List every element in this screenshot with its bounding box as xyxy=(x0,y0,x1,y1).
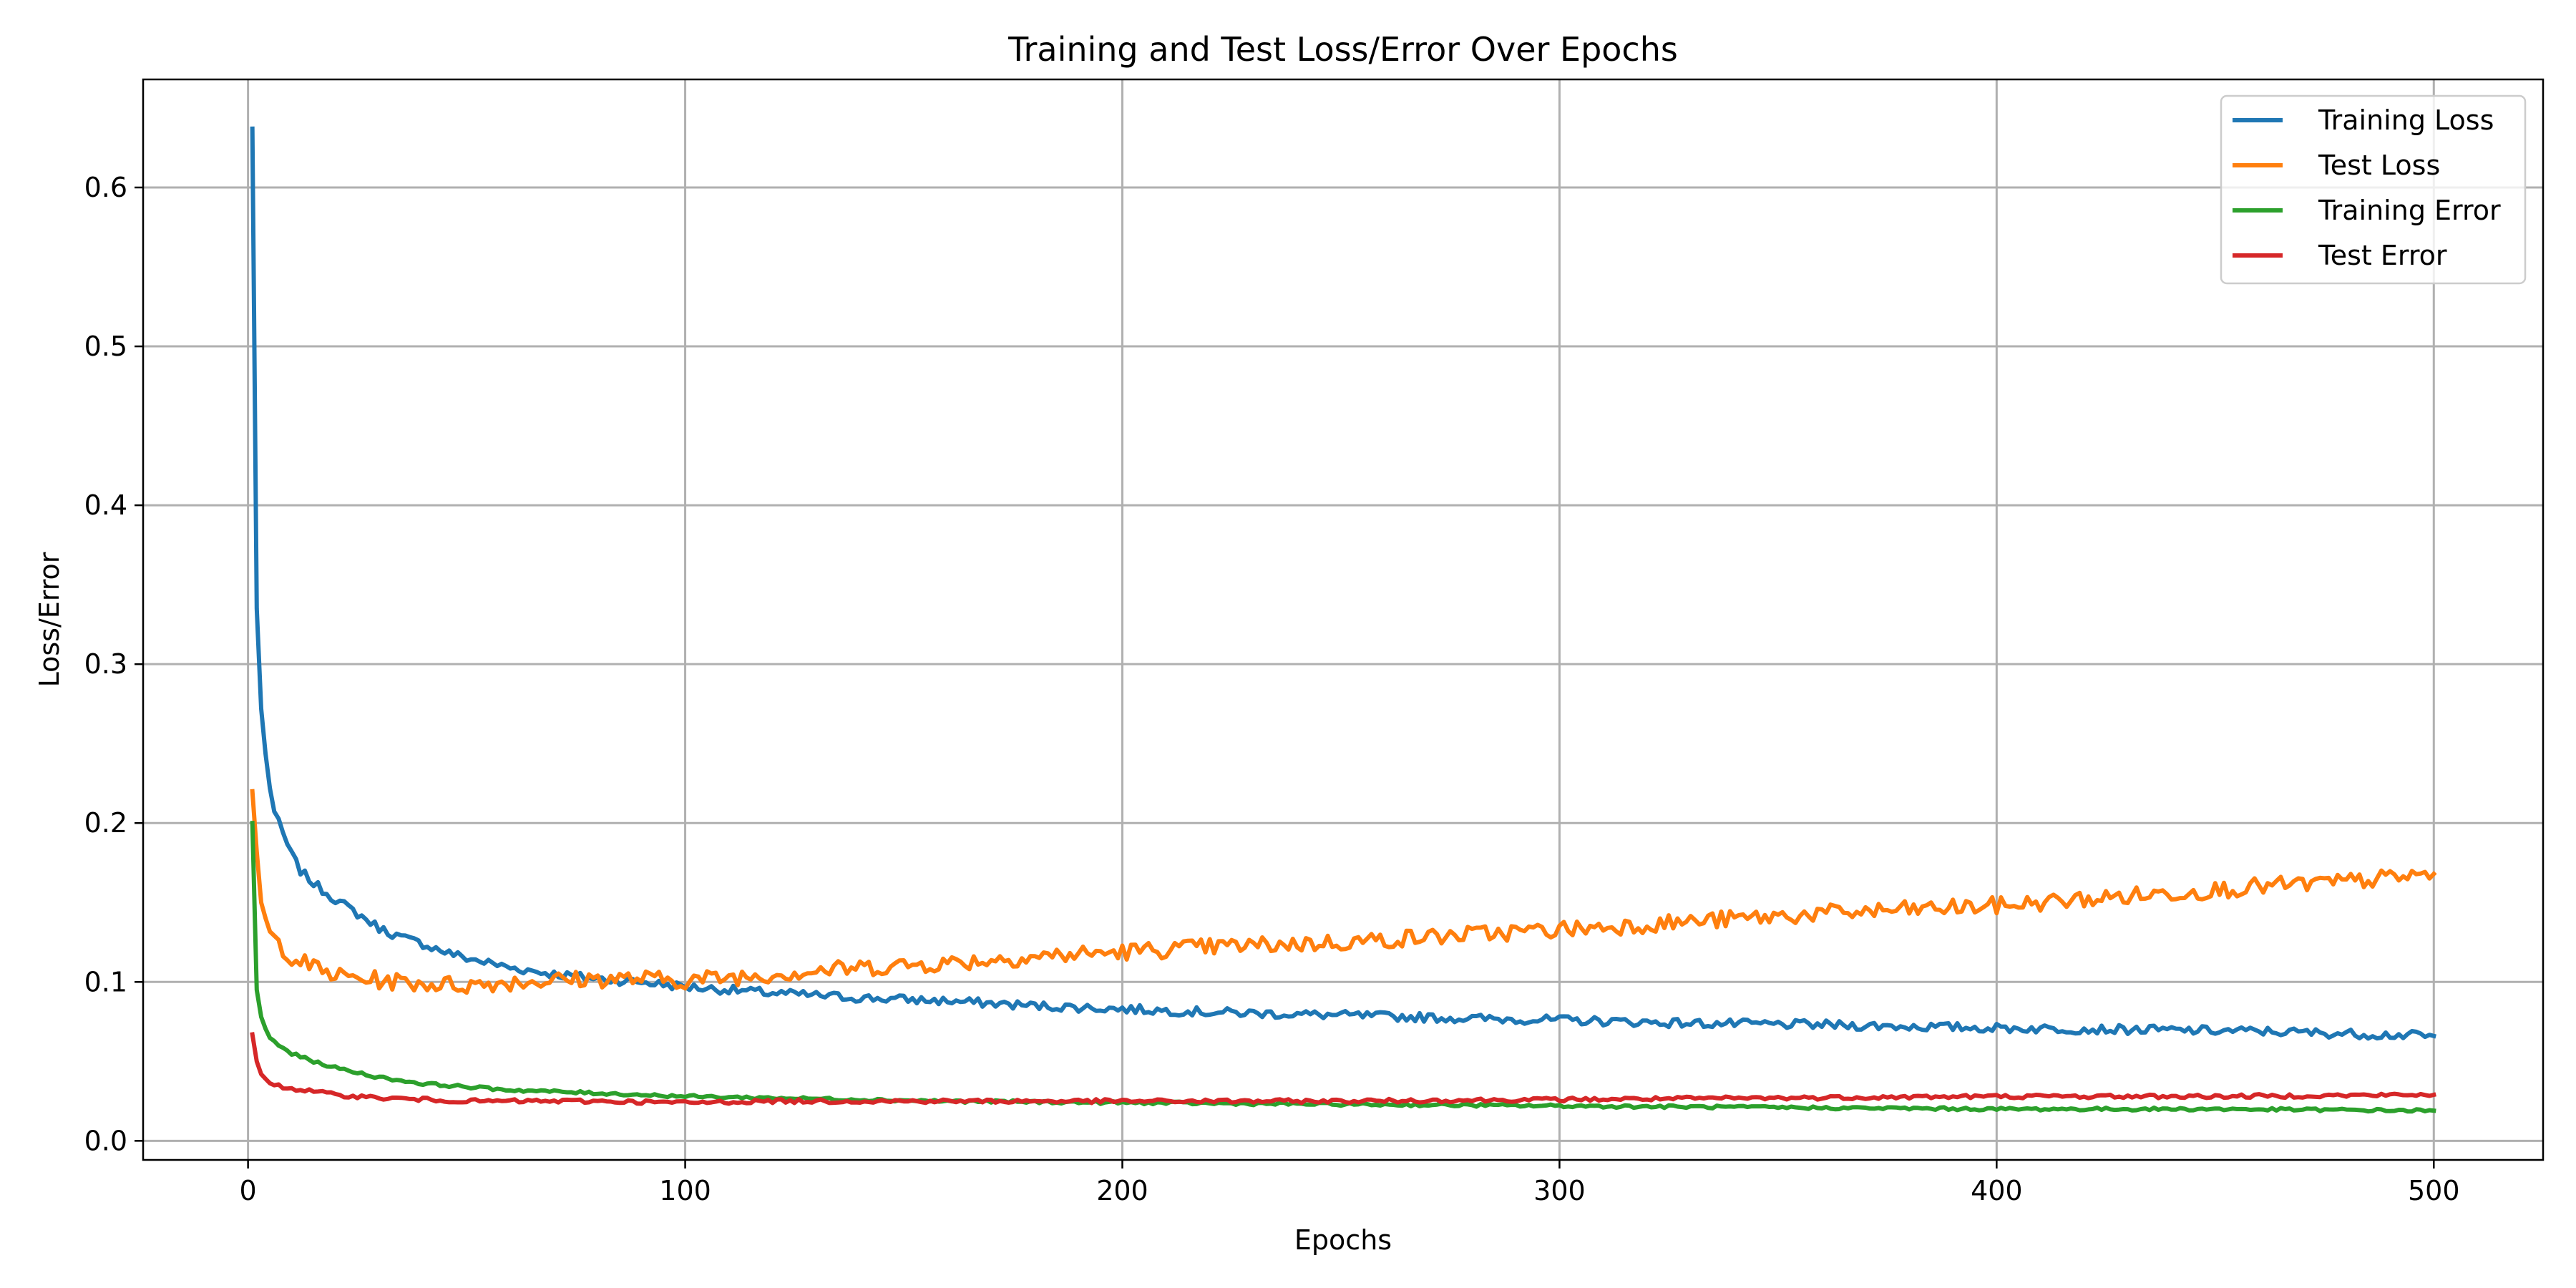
y-tick-label: 0.5 xyxy=(84,331,127,362)
series-lines xyxy=(250,126,2437,1114)
x-tick-label: 400 xyxy=(1971,1175,2023,1206)
legend-frame xyxy=(2220,94,2527,285)
series-line-test-error xyxy=(250,1032,2436,1106)
legend: Training Loss Test Loss Training Error Test… xyxy=(2220,94,2527,285)
plot-frame xyxy=(142,78,2545,1161)
grid-lines xyxy=(143,79,2543,1160)
y-axis-title: Loss/Error xyxy=(34,552,65,687)
y-tick-label: 0.2 xyxy=(84,807,127,839)
x-axis-title: Epochs xyxy=(1294,1224,1392,1256)
y-tick-label: 0.0 xyxy=(84,1125,127,1156)
series-line-training-error xyxy=(250,821,2436,1114)
axis-ticks: 0 100 200 300 400 500 0.0 0.1 0.2 0.3 0.4 0.5 0.6 xyxy=(84,172,2460,1206)
legend-label-test-loss: Test Loss xyxy=(2318,150,2440,181)
legend-label-training-error: Training Error xyxy=(2318,195,2501,226)
x-tick-label: 0 xyxy=(240,1175,257,1206)
legend-label-test-error: Test Error xyxy=(2318,240,2447,271)
x-tick-label: 200 xyxy=(1096,1175,1148,1206)
y-tick-label: 0.3 xyxy=(84,648,127,680)
chart-title: Training and Test Loss/Error Over Epochs xyxy=(1008,30,1678,69)
legend-label-training-loss: Training Loss xyxy=(2318,104,2494,136)
x-tick-label: 300 xyxy=(1533,1175,1586,1206)
x-tick-label: 500 xyxy=(2408,1175,2460,1206)
y-tick-label: 0.6 xyxy=(84,172,127,203)
series-line-test-loss xyxy=(250,789,2437,995)
y-tick-label: 0.4 xyxy=(84,489,127,521)
y-tick-label: 0.1 xyxy=(84,966,127,997)
x-tick-label: 100 xyxy=(659,1175,711,1206)
